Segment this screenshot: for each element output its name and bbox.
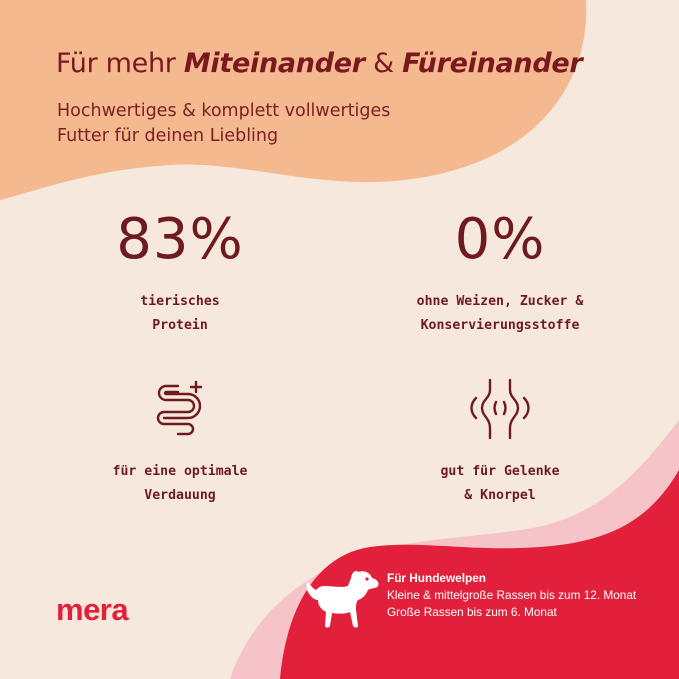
feature-caption: gut für Gelenke & Knorpel xyxy=(390,460,610,508)
target-title: Für Hundewelpen xyxy=(387,571,486,585)
feature-joints: gut für Gelenke & Knorpel xyxy=(390,378,610,508)
joint-icon xyxy=(390,378,610,440)
caption-line-1: tierisches xyxy=(140,294,220,309)
headline-emphasis-2: Füreinander xyxy=(402,48,583,79)
puppy-icon xyxy=(306,571,379,628)
feature-caption: ohne Weizen, Zucker & Konservierungsstof… xyxy=(390,290,610,338)
subline-line-1: Hochwertiges & komplett vollwertiges xyxy=(57,101,391,121)
target-line-1: Kleine & mittelgroße Rassen bis zum 12. … xyxy=(387,588,637,602)
caption-line-1: gut für Gelenke xyxy=(440,464,560,479)
red-wave xyxy=(280,470,679,679)
headline-emphasis-1: Miteinander xyxy=(183,48,365,79)
caption-line-2: & Knorpel xyxy=(464,488,536,503)
headline: Für mehr Miteinander & Füreinander xyxy=(56,48,583,79)
target-line-2: Große Rassen bis zum 6. Monat xyxy=(387,605,557,619)
caption-line-1: ohne Weizen, Zucker & xyxy=(416,294,584,309)
caption-line-2: Verdauung xyxy=(144,488,216,503)
headline-prefix: Für mehr xyxy=(56,48,184,79)
feature-digestion: für eine optimale Verdauung xyxy=(70,378,290,508)
caption-line-2: Protein xyxy=(152,318,208,333)
feature-caption: tierisches Protein xyxy=(70,290,290,338)
feature-free-from: 0% ohne Weizen, Zucker & Konservierungss… xyxy=(390,210,610,338)
intestine-plus-icon xyxy=(70,378,290,440)
headline-amp: & xyxy=(364,48,403,79)
peach-blob xyxy=(0,0,587,200)
mera-logo: mera xyxy=(56,592,129,627)
protein-percentage: 83% xyxy=(116,207,244,272)
subline-line-2: Futter für deinen Liebling xyxy=(57,126,279,146)
feature-caption: für eine optimale Verdauung xyxy=(70,460,290,508)
feature-protein: 83% tierisches Protein xyxy=(70,210,290,338)
free-from-percentage: 0% xyxy=(454,207,546,272)
subline: Hochwertiges & komplett vollwertiges Fut… xyxy=(57,99,477,149)
caption-line-1: für eine optimale xyxy=(112,464,248,479)
puppy-target-info: Für Hundewelpen Kleine & mittelgroße Ras… xyxy=(387,570,677,621)
caption-line-2: Konservierungsstoffe xyxy=(420,318,580,333)
